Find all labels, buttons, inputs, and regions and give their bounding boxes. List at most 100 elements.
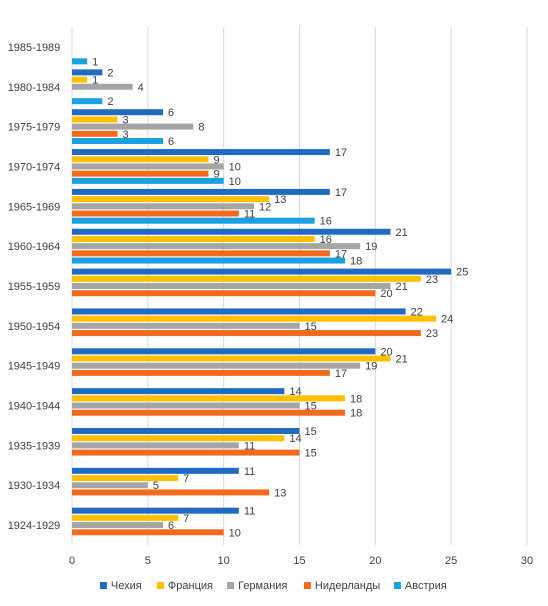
data-label: 6 [168, 107, 174, 119]
bar [72, 217, 315, 224]
data-label: 16 [320, 216, 332, 228]
data-label: 6 [168, 520, 174, 532]
category-label: 1950-1954 [8, 321, 61, 333]
x-tick-label: 15 [293, 555, 305, 567]
bar [72, 130, 118, 137]
category-label: 1945-1949 [8, 361, 61, 373]
bar [72, 283, 391, 289]
category-label: 1960-1964 [8, 241, 61, 253]
bar [72, 435, 285, 442]
data-label: 5 [153, 480, 159, 492]
bar [72, 290, 376, 297]
data-label: 15 [305, 426, 317, 438]
data-labels: 1214263836179109101713121116211619171825… [92, 56, 468, 539]
bar [72, 83, 133, 90]
data-label: 4 [138, 82, 144, 94]
legend-swatch [99, 582, 107, 589]
bar [72, 257, 345, 264]
bar [72, 427, 300, 434]
data-label: 7 [183, 473, 189, 485]
legend-entry: Австрия [405, 580, 447, 592]
category-label: 1955-1959 [8, 281, 61, 293]
data-label: 19 [365, 241, 377, 253]
data-label: 14 [289, 386, 301, 398]
data-label: 11 [244, 506, 255, 518]
bar [72, 243, 361, 250]
category-label: 1940-1944 [8, 401, 61, 413]
bar [72, 514, 179, 521]
data-label: 21 [396, 227, 408, 239]
category-label: 1930-1934 [8, 480, 61, 492]
bar [72, 170, 209, 177]
bar [72, 529, 224, 536]
data-label: 19 [365, 361, 377, 373]
x-tick-label: 20 [369, 555, 381, 567]
bar [72, 322, 300, 329]
bar [72, 149, 330, 156]
bar [72, 388, 285, 395]
x-axis-tick-labels: 0 5 10 15 20 25 30 [69, 555, 533, 567]
data-label: 22 [411, 306, 423, 318]
legend-entry: Германия [238, 580, 287, 592]
data-label: 9 [214, 169, 220, 181]
data-label: 21 [396, 353, 408, 365]
data-label: 23 [426, 274, 438, 286]
data-label: 9 [214, 154, 220, 166]
bar [72, 475, 179, 482]
bar [72, 156, 209, 163]
category-labels: 1985-1989 1980-1984 1975-1979 1970-1974 1965… [8, 42, 61, 532]
bar [72, 395, 345, 402]
data-label: 2 [107, 96, 113, 108]
bar [72, 268, 452, 275]
legend-entry: Нидерланды [315, 580, 380, 592]
bar [72, 489, 270, 496]
bar [72, 250, 330, 257]
bar [72, 275, 421, 282]
data-label: 18 [350, 256, 362, 268]
data-label: 10 [229, 527, 241, 539]
data-label: 25 [456, 267, 468, 279]
data-label: 14 [289, 433, 301, 445]
bar [72, 203, 254, 210]
bar [72, 308, 406, 315]
bar [72, 116, 118, 123]
data-label: 17 [335, 368, 347, 380]
category-label: 1965-1969 [8, 201, 61, 213]
data-label: 17 [335, 187, 347, 199]
data-label: 23 [426, 328, 438, 340]
data-label: 1 [92, 56, 98, 68]
x-tick-label: 0 [69, 555, 75, 567]
bar [72, 98, 103, 105]
data-label: 15 [305, 321, 317, 333]
data-label: 18 [350, 408, 362, 420]
data-label: 2 [107, 67, 113, 79]
x-tick-label: 5 [145, 555, 151, 567]
data-label: 16 [320, 234, 332, 246]
data-label: 17 [335, 147, 347, 159]
data-label: 21 [396, 281, 408, 293]
data-label: 24 [441, 314, 453, 326]
bar [72, 315, 436, 322]
bar [72, 348, 376, 355]
bar [72, 163, 224, 170]
category-label: 1924-1929 [8, 520, 61, 532]
data-label: 13 [274, 487, 286, 499]
data-label: 12 [259, 201, 271, 213]
bar [72, 409, 345, 416]
bar [72, 449, 300, 456]
data-label: 7 [183, 513, 189, 525]
legend-swatch [227, 582, 235, 589]
bar [72, 355, 391, 362]
bar [72, 177, 224, 184]
data-label: 10 [229, 176, 241, 188]
data-label: 20 [380, 346, 392, 358]
data-label: 6 [168, 136, 174, 148]
bar [72, 188, 330, 195]
data-label: 15 [305, 401, 317, 413]
legend: Чехия Франция Германия Нидерланды Австрия [99, 580, 447, 592]
legend-swatch [303, 582, 311, 589]
bar [72, 507, 239, 514]
legend-entry: Чехия [111, 580, 142, 592]
bar [72, 522, 163, 529]
